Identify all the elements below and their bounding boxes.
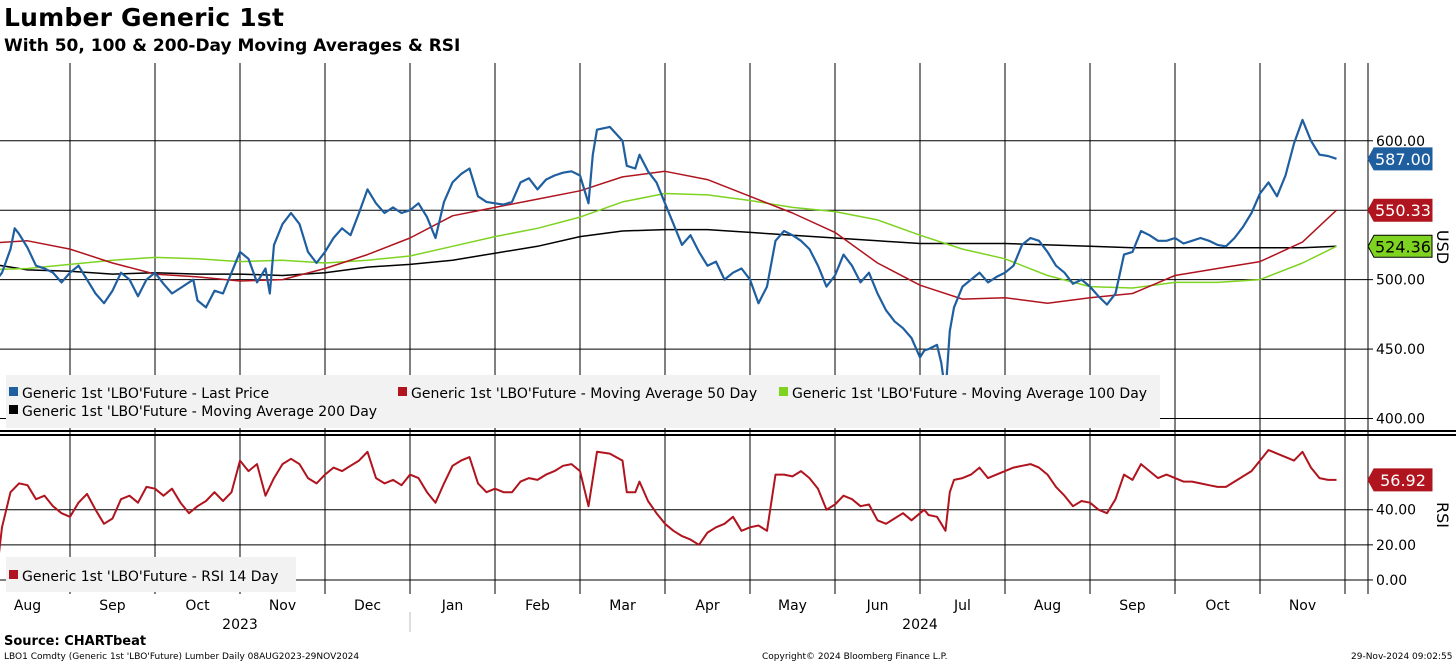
legend-swatch — [779, 387, 788, 396]
x-tick-label: Jan — [441, 598, 464, 614]
series-line-ma100 — [0, 192, 1337, 289]
legend-swatch — [9, 405, 18, 414]
last-value-badge-ma50: 550.33 — [1367, 198, 1433, 222]
legend-item-rsi: Generic 1st 'LBO'Future - RSI 14 Day — [9, 569, 278, 585]
chart-subtitle: With 50, 100 & 200-Day Moving Averages &… — [4, 36, 461, 56]
x-tick-label: Dec — [354, 598, 381, 614]
legend-layer: Generic 1st 'LBO'Future - Last Price Gene… — [6, 375, 1160, 592]
year-label: 2024 — [902, 617, 938, 633]
chart-canvas: Aug Sep Oct Nov Dec Jan Feb Mar Apr May Jun Jul Aug S… — [0, 63, 1456, 633]
badge-label: 524.36 — [1375, 237, 1431, 256]
badge-shape — [1367, 468, 1433, 492]
legend-swatch — [9, 387, 18, 396]
legend-label: Generic 1st 'LBO'Future - Moving Average… — [22, 404, 377, 420]
badge-shape — [1367, 234, 1433, 258]
rsi-axis-title: RSI — [1433, 502, 1452, 528]
series-layer — [0, 118, 1338, 554]
y-tick-label: 400.00 — [1376, 412, 1425, 428]
ticker-info: LBO1 Comdty (Generic 1st 'LBO'Future) Lu… — [4, 652, 360, 662]
y-tick-label: 40.00 — [1376, 503, 1416, 519]
copyright-note: Copyright© 2024 Bloomberg Finance L.P. — [762, 652, 948, 662]
grid-layer — [0, 63, 1456, 594]
x-tick-label: Aug — [1034, 598, 1061, 614]
badge-label: 587.00 — [1375, 150, 1431, 169]
y-tick-label: 0.00 — [1376, 573, 1407, 589]
source-note: Source: CHARTbeat — [4, 634, 147, 649]
axis-layer: Aug Sep Oct Nov Dec Jan Feb Mar Apr May Jun Jul Aug S… — [14, 63, 1452, 633]
last-value-badge-price: 587.00 — [1367, 147, 1433, 171]
x-tick-label: May — [778, 598, 807, 614]
badge-label: 56.92 — [1380, 471, 1426, 490]
price-legend-box — [6, 375, 1160, 428]
x-tick-label: Mar — [609, 598, 636, 614]
timestamp: 29-Nov-2024 09:02:55 — [1351, 652, 1453, 662]
badge-shape — [1367, 198, 1433, 222]
rsi-legend-box — [6, 557, 296, 592]
series-line-ma200 — [0, 228, 1337, 277]
legend-item-ma100: Generic 1st 'LBO'Future - Moving Average… — [779, 386, 1147, 402]
legend-swatch — [9, 570, 18, 579]
x-tick-label: Apr — [695, 598, 719, 614]
y-tick-label: 600.00 — [1376, 134, 1425, 150]
x-tick-label: Feb — [525, 598, 550, 614]
x-tick-label: Jun — [866, 598, 889, 614]
legend-item-ma200: Generic 1st 'LBO'Future - Moving Average… — [9, 404, 377, 420]
last-value-badge-rsi: 56.92 — [1367, 468, 1433, 492]
y-tick-label: 500.00 — [1376, 273, 1425, 289]
chart-title: Lumber Generic 1st — [4, 3, 285, 32]
x-tick-label: Nov — [269, 598, 296, 614]
series-line-rsi — [0, 449, 1337, 554]
x-tick-label: Oct — [185, 598, 210, 614]
x-tick-label: Sep — [1119, 598, 1146, 614]
badge-shape — [1367, 147, 1433, 171]
x-tick-label: Jul — [953, 598, 971, 614]
y-tick-label: 20.00 — [1376, 538, 1416, 554]
legend-label: Generic 1st 'LBO'Future - RSI 14 Day — [22, 569, 278, 585]
legend-item-ma50: Generic 1st 'LBO'Future - Moving Average… — [398, 386, 757, 402]
x-tick-label: Sep — [99, 598, 126, 614]
legend-item-price: Generic 1st 'LBO'Future - Last Price — [9, 386, 269, 402]
series-line-price — [0, 118, 1337, 395]
legend-label: Generic 1st 'LBO'Future - Moving Average… — [411, 386, 757, 402]
legend-swatch — [398, 387, 407, 396]
x-tick-label: Aug — [14, 598, 41, 614]
x-tick-label: Nov — [1289, 598, 1316, 614]
badge-label: 550.33 — [1375, 201, 1431, 220]
year-label: 2023 — [222, 617, 258, 633]
x-tick-label: Oct — [1205, 598, 1230, 614]
price-axis-title: USD — [1433, 230, 1452, 264]
legend-label: Generic 1st 'LBO'Future - Last Price — [22, 386, 269, 402]
legend-label: Generic 1st 'LBO'Future - Moving Average… — [792, 386, 1147, 402]
last-value-badge-ma100: 524.36 — [1367, 234, 1433, 258]
series-line-ma50 — [0, 170, 1338, 304]
y-tick-label: 450.00 — [1376, 342, 1425, 358]
